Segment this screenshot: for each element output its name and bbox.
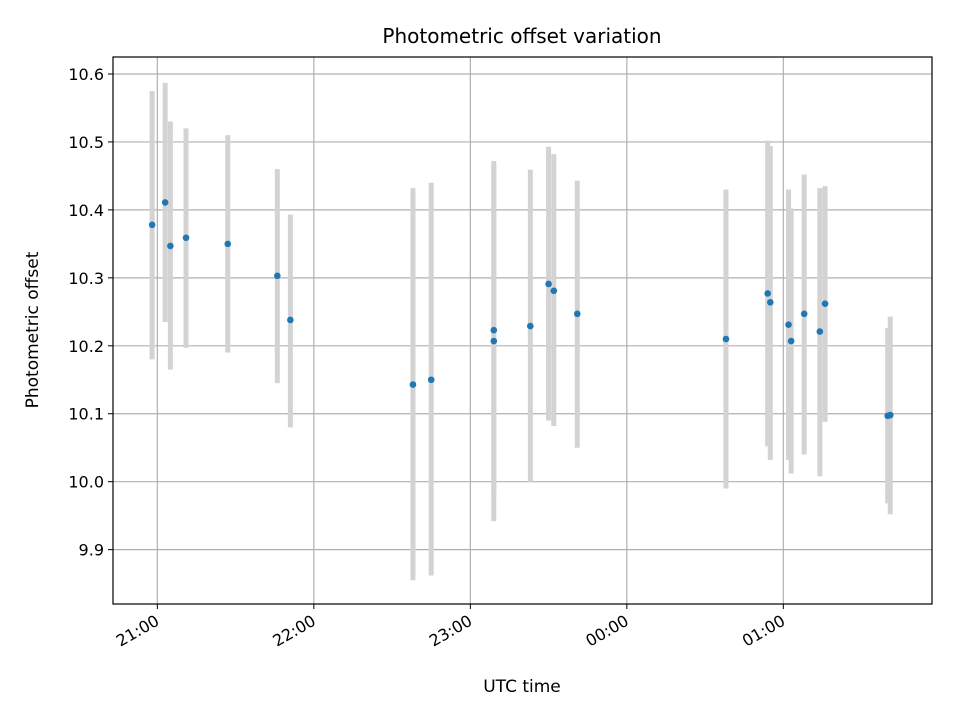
data-point bbox=[800, 310, 808, 318]
data-point bbox=[766, 299, 774, 306]
data-point bbox=[550, 287, 558, 295]
data-point bbox=[490, 337, 498, 345]
data-point bbox=[161, 199, 169, 206]
data-point bbox=[427, 376, 435, 384]
data-point bbox=[821, 300, 829, 307]
y-tick-label: 10.5 bbox=[68, 133, 104, 152]
grid bbox=[113, 57, 932, 604]
data-point bbox=[722, 335, 730, 343]
data-point bbox=[764, 290, 771, 297]
data-point bbox=[274, 272, 281, 280]
data-point bbox=[545, 280, 552, 288]
y-tick-label: 10.3 bbox=[68, 269, 104, 288]
data-point bbox=[490, 326, 498, 334]
y-tick-label: 10.2 bbox=[68, 337, 104, 356]
data-point bbox=[787, 337, 795, 345]
data-point bbox=[167, 242, 174, 250]
data-point bbox=[287, 316, 294, 324]
data-point bbox=[527, 322, 534, 330]
markers bbox=[148, 199, 894, 420]
data-point bbox=[409, 381, 417, 388]
data-point bbox=[785, 321, 792, 329]
chart-title: Photometric offset variation bbox=[382, 24, 661, 48]
data-point bbox=[224, 240, 232, 248]
y-tick-label: 10.6 bbox=[68, 65, 104, 84]
data-point bbox=[182, 234, 190, 242]
y-tick-label: 9.9 bbox=[79, 541, 104, 560]
y-tick-label: 10.1 bbox=[68, 405, 104, 424]
x-axis-label: UTC time bbox=[483, 677, 561, 697]
y-tick-label: 10.0 bbox=[68, 473, 104, 492]
data-point bbox=[816, 328, 824, 335]
data-point bbox=[573, 310, 581, 318]
data-point bbox=[148, 221, 156, 229]
y-axis-label: Photometric offset bbox=[23, 251, 43, 408]
data-point bbox=[886, 411, 894, 419]
plot-frame bbox=[112, 56, 933, 605]
y-tick-label: 10.4 bbox=[68, 201, 104, 220]
